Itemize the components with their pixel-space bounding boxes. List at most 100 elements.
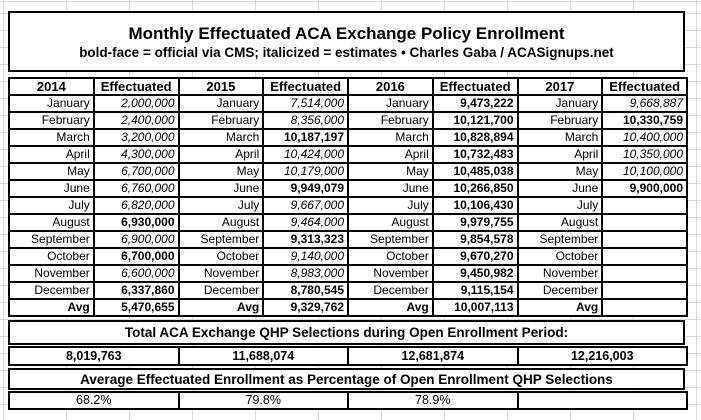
value-cell[interactable]: 9,670,270 — [431, 247, 519, 266]
value-cell[interactable]: 10,400,000 — [601, 128, 688, 147]
value-cell[interactable]: 4,300,000 — [92, 145, 180, 164]
value-cell[interactable]: 6,930,000 — [92, 213, 180, 232]
value-cell[interactable]: 10,007,113 — [431, 298, 519, 317]
month-cell[interactable]: August — [516, 213, 604, 232]
value-cell[interactable]: 10,350,000 — [601, 145, 688, 164]
value-cell[interactable]: 6,760,000 — [92, 179, 180, 198]
value-cell[interactable] — [601, 281, 688, 300]
percent-header-cell[interactable]: Average Effectuated Enrollment as Percen… — [8, 368, 685, 390]
value-cell[interactable]: 7,514,000 — [262, 94, 349, 113]
value-cell[interactable]: 6,337,860 — [92, 281, 180, 300]
value-cell[interactable]: 9,450,982 — [431, 264, 519, 283]
month-cell[interactable]: December — [8, 281, 95, 300]
value-cell[interactable]: 10,121,700 — [431, 111, 519, 130]
column-header-2015[interactable]: 2015 — [177, 77, 265, 96]
value-cell[interactable]: 8,983,000 — [262, 264, 349, 283]
month-cell[interactable]: February — [347, 111, 434, 130]
value-cell[interactable]: 10,485,038 — [431, 162, 519, 181]
month-cell[interactable]: March — [177, 128, 265, 147]
month-cell[interactable]: July — [516, 196, 604, 215]
month-cell[interactable]: April — [177, 145, 265, 164]
month-cell[interactable]: November — [347, 264, 434, 283]
month-cell[interactable]: November — [177, 264, 265, 283]
month-cell[interactable]: July — [177, 196, 265, 215]
month-cell[interactable]: June — [177, 179, 265, 198]
total-2016-cell[interactable]: 12,681,874 — [347, 346, 519, 366]
column-header-2017[interactable]: 2017 — [516, 77, 604, 96]
value-cell[interactable]: 9,464,000 — [262, 213, 349, 232]
column-header-2016[interactable]: 2016 — [347, 77, 434, 96]
value-cell[interactable]: 10,732,483 — [431, 145, 519, 164]
month-cell[interactable]: June — [347, 179, 434, 198]
month-cell[interactable]: May — [177, 162, 265, 181]
total-2014-cell[interactable]: 8,019,763 — [8, 346, 180, 366]
value-cell[interactable]: 9,140,000 — [262, 247, 349, 266]
value-cell[interactable]: 9,949,079 — [262, 179, 349, 198]
value-cell[interactable]: 6,700,000 — [92, 247, 180, 266]
value-cell[interactable]: 9,313,323 — [262, 230, 349, 249]
month-cell[interactable]: February — [177, 111, 265, 130]
value-cell[interactable]: 9,473,222 — [431, 94, 519, 113]
value-cell[interactable]: 10,424,000 — [262, 145, 349, 164]
month-cell[interactable]: June — [516, 179, 604, 198]
column-header-effectuated-2015[interactable]: Effectuated — [262, 77, 349, 96]
avg-label-cell[interactable]: Avg — [8, 298, 95, 317]
month-cell[interactable]: May — [8, 162, 95, 181]
value-cell[interactable]: 6,600,000 — [92, 264, 180, 283]
month-cell[interactable]: August — [177, 213, 265, 232]
month-cell[interactable]: October — [177, 247, 265, 266]
value-cell[interactable]: 5,470,655 — [92, 298, 180, 317]
month-cell[interactable]: November — [516, 264, 604, 283]
value-cell[interactable]: 9,667,000 — [262, 196, 349, 215]
month-cell[interactable]: December — [347, 281, 434, 300]
value-cell[interactable] — [601, 230, 688, 249]
value-cell[interactable] — [601, 213, 688, 232]
value-cell[interactable]: 10,187,197 — [262, 128, 349, 147]
value-cell[interactable]: 9,668,887 — [601, 94, 688, 113]
month-cell[interactable]: September — [8, 230, 95, 249]
column-header-effectuated-2017[interactable]: Effectuated — [601, 77, 688, 96]
column-header-2014[interactable]: 2014 — [8, 77, 95, 96]
month-cell[interactable]: February — [8, 111, 95, 130]
month-cell[interactable]: September — [177, 230, 265, 249]
totals-header-cell[interactable]: Total ACA Exchange QHP Selections during… — [8, 320, 685, 345]
month-cell[interactable]: July — [8, 196, 95, 215]
month-cell[interactable]: August — [8, 213, 95, 232]
column-header-effectuated-2014[interactable]: Effectuated — [92, 77, 180, 96]
value-cell[interactable]: 9,854,578 — [431, 230, 519, 249]
value-cell[interactable]: 6,900,000 — [92, 230, 180, 249]
month-cell[interactable]: May — [516, 162, 604, 181]
value-cell[interactable] — [601, 196, 688, 215]
value-cell[interactable]: 9,115,154 — [431, 281, 519, 300]
value-cell[interactable] — [601, 247, 688, 266]
month-cell[interactable]: April — [516, 145, 604, 164]
month-cell[interactable]: August — [347, 213, 434, 232]
month-cell[interactable]: September — [516, 230, 604, 249]
avg-label-cell[interactable]: Avg — [516, 298, 604, 317]
value-cell[interactable]: 6,820,000 — [92, 196, 180, 215]
percent-2017-cell[interactable] — [516, 391, 688, 410]
value-cell[interactable]: 6,700,000 — [92, 162, 180, 181]
month-cell[interactable]: October — [8, 247, 95, 266]
month-cell[interactable]: December — [177, 281, 265, 300]
value-cell[interactable]: 2,400,000 — [92, 111, 180, 130]
month-cell[interactable]: June — [8, 179, 95, 198]
month-cell[interactable]: October — [516, 247, 604, 266]
month-cell[interactable]: March — [516, 128, 604, 147]
month-cell[interactable]: November — [8, 264, 95, 283]
month-cell[interactable]: April — [347, 145, 434, 164]
percent-2015-cell[interactable]: 79.8% — [177, 391, 349, 410]
month-cell[interactable]: April — [8, 145, 95, 164]
value-cell[interactable]: 10,100,000 — [601, 162, 688, 181]
avg-label-cell[interactable]: Avg — [347, 298, 434, 317]
column-header-effectuated-2016[interactable]: Effectuated — [431, 77, 519, 96]
avg-label-cell[interactable]: Avg — [177, 298, 265, 317]
value-cell[interactable]: 8,356,000 — [262, 111, 349, 130]
month-cell[interactable]: July — [347, 196, 434, 215]
value-cell[interactable]: 2,000,000 — [92, 94, 180, 113]
value-cell[interactable]: 10,828,894 — [431, 128, 519, 147]
percent-2016-cell[interactable]: 78.9% — [347, 391, 519, 410]
value-cell[interactable]: 10,106,430 — [431, 196, 519, 215]
total-2017-cell[interactable]: 12,216,003 — [516, 346, 688, 366]
month-cell[interactable]: March — [8, 128, 95, 147]
